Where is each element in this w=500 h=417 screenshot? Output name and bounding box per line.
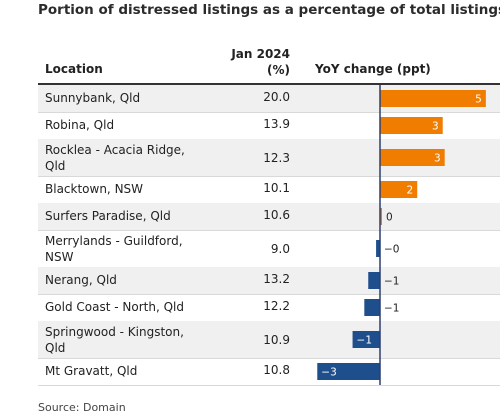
location-cell: Springwood - Kingston, Qld bbox=[45, 325, 184, 355]
location-cell: Gold Coast - North, Qld bbox=[45, 300, 184, 314]
row-divider bbox=[38, 385, 500, 386]
yoy-label: 3 bbox=[432, 121, 439, 133]
location-cell: Rocklea - Acacia Ridge, Qld bbox=[45, 143, 185, 173]
table-row: Gold Coast - North, Qld 12.2 bbox=[38, 294, 500, 321]
value-column-header: Jan 2024 (%) bbox=[231, 46, 290, 78]
row-divider bbox=[38, 112, 500, 113]
location-cell: Mt Gravatt, Qld bbox=[45, 364, 138, 378]
yoy-label: −0 bbox=[384, 244, 399, 256]
value-cell: 10.8 bbox=[263, 363, 290, 377]
value-cell: 10.1 bbox=[263, 181, 290, 195]
yoy-label: −1 bbox=[384, 303, 399, 315]
source-note: Source: Domain bbox=[38, 401, 126, 414]
yoy-bar bbox=[368, 272, 380, 289]
value-header-line2: (%) bbox=[267, 63, 290, 77]
value-cell: 10.6 bbox=[263, 208, 290, 222]
row-divider bbox=[38, 294, 500, 295]
value-cell: 13.2 bbox=[263, 272, 290, 286]
value-cell: 9.0 bbox=[270, 242, 290, 256]
location-column-header: Location bbox=[45, 62, 103, 76]
yoy-label: 5 bbox=[475, 94, 482, 106]
value-cell: 10.9 bbox=[263, 333, 290, 347]
yoy-bar bbox=[364, 299, 380, 316]
yoy-bar bbox=[380, 117, 443, 134]
value-cell: 13.9 bbox=[263, 117, 290, 131]
location-cell: Merrylands - Guildford, NSW bbox=[45, 234, 183, 264]
location-cell: Nerang, Qld bbox=[45, 273, 117, 287]
row-divider bbox=[38, 176, 500, 177]
table-row: Nerang, Qld 13.2 bbox=[38, 267, 500, 294]
yoy-label: −1 bbox=[357, 335, 372, 347]
table-row: Springwood - Kingston, Qld 10.9 bbox=[38, 321, 500, 358]
yoy-bar bbox=[380, 208, 382, 225]
yoy-bar bbox=[380, 181, 418, 198]
value-cell: 12.3 bbox=[263, 151, 290, 165]
yoy-column-header: YoY change (ppt) bbox=[315, 62, 431, 76]
table-row: Robina, Qld 13.9 bbox=[38, 112, 500, 139]
table-row: Merrylands - Guildford, NSW 9.0 bbox=[38, 230, 500, 267]
yoy-bar bbox=[380, 149, 445, 166]
yoy-label: 2 bbox=[407, 185, 414, 197]
yoy-bar bbox=[317, 363, 380, 380]
table-row: Surfers Paradise, Qld 10.6 bbox=[38, 203, 500, 230]
chart-title: Portion of distressed listings as a perc… bbox=[38, 2, 500, 18]
value-cell: 12.2 bbox=[263, 299, 290, 313]
yoy-label: 3 bbox=[434, 153, 441, 165]
yoy-label: 0 bbox=[386, 212, 393, 224]
yoy-bar bbox=[352, 331, 380, 348]
value-header-line1: Jan 2024 bbox=[231, 47, 290, 61]
table-row: Blacktown, NSW 10.1 bbox=[38, 176, 500, 203]
yoy-label: −3 bbox=[321, 367, 336, 379]
yoy-label: −1 bbox=[384, 276, 399, 288]
header-rule bbox=[38, 83, 500, 85]
location-cell: Sunnybank, Qld bbox=[45, 91, 141, 105]
row-divider bbox=[38, 358, 500, 359]
yoy-bar bbox=[376, 240, 380, 257]
value-cell: 20.0 bbox=[263, 90, 290, 104]
yoy-bar bbox=[380, 90, 486, 107]
location-cell: Robina, Qld bbox=[45, 118, 115, 132]
location-cell: Surfers Paradise, Qld bbox=[45, 209, 171, 223]
location-cell: Blacktown, NSW bbox=[45, 182, 144, 196]
table-row: Mt Gravatt, Qld 10.8 bbox=[38, 358, 500, 385]
row-divider bbox=[38, 230, 500, 231]
